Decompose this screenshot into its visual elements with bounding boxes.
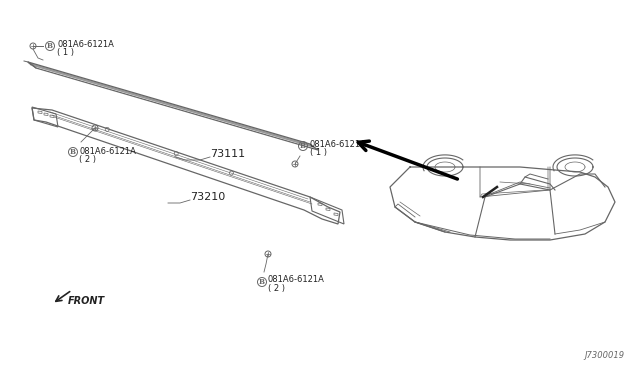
Text: ( 1 ): ( 1 )	[310, 148, 327, 157]
Text: ( 1 ): ( 1 )	[57, 48, 74, 57]
Text: FRONT: FRONT	[68, 296, 105, 306]
Text: 081A6-6121A: 081A6-6121A	[79, 147, 136, 155]
Text: B: B	[47, 42, 53, 50]
Text: 081A6-6121A: 081A6-6121A	[310, 140, 367, 148]
Text: B: B	[259, 278, 265, 286]
Text: 73111: 73111	[210, 149, 245, 159]
Text: B: B	[300, 142, 306, 150]
Text: 081A6-6121A: 081A6-6121A	[57, 39, 114, 48]
Text: ( 2 ): ( 2 )	[79, 154, 96, 164]
Text: ( 2 ): ( 2 )	[268, 283, 285, 292]
Text: J7300019: J7300019	[585, 351, 625, 360]
Text: 73210: 73210	[190, 192, 225, 202]
Text: 081A6-6121A: 081A6-6121A	[268, 276, 325, 285]
Text: B: B	[70, 148, 76, 156]
